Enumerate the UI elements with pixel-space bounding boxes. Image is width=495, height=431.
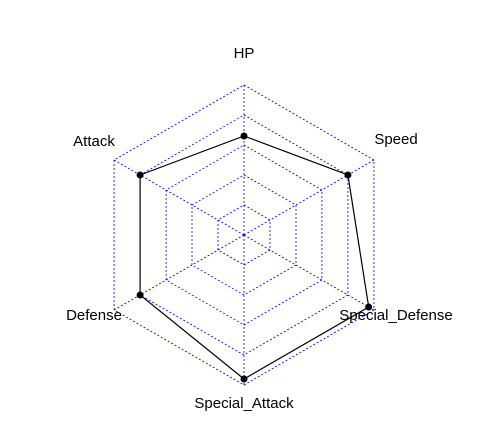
axis-label-special-defense: Special_Defense [339,307,452,324]
grid-spoke-5 [113,234,245,311]
data-point-special-attack [240,375,248,383]
data-point-speed [344,171,352,179]
axis-label-special-attack: Special_Attack [194,395,294,412]
radar-series [136,132,373,383]
data-point-defense [136,291,144,299]
data-point-hp [240,132,248,140]
grid-spoke-3 [243,234,375,311]
radar-grid [113,84,375,386]
grid-spoke-2 [243,159,375,236]
data-point-special-defense [365,303,373,311]
axis-label-hp: HP [234,45,255,62]
series-line-1 [139,135,370,380]
axis-label-attack: Attack [73,133,115,150]
grid-spoke-6 [113,159,245,236]
axis-label-speed: Speed [374,131,417,148]
data-point-attack [136,171,144,179]
axis-label-defense: Defense [66,307,122,324]
